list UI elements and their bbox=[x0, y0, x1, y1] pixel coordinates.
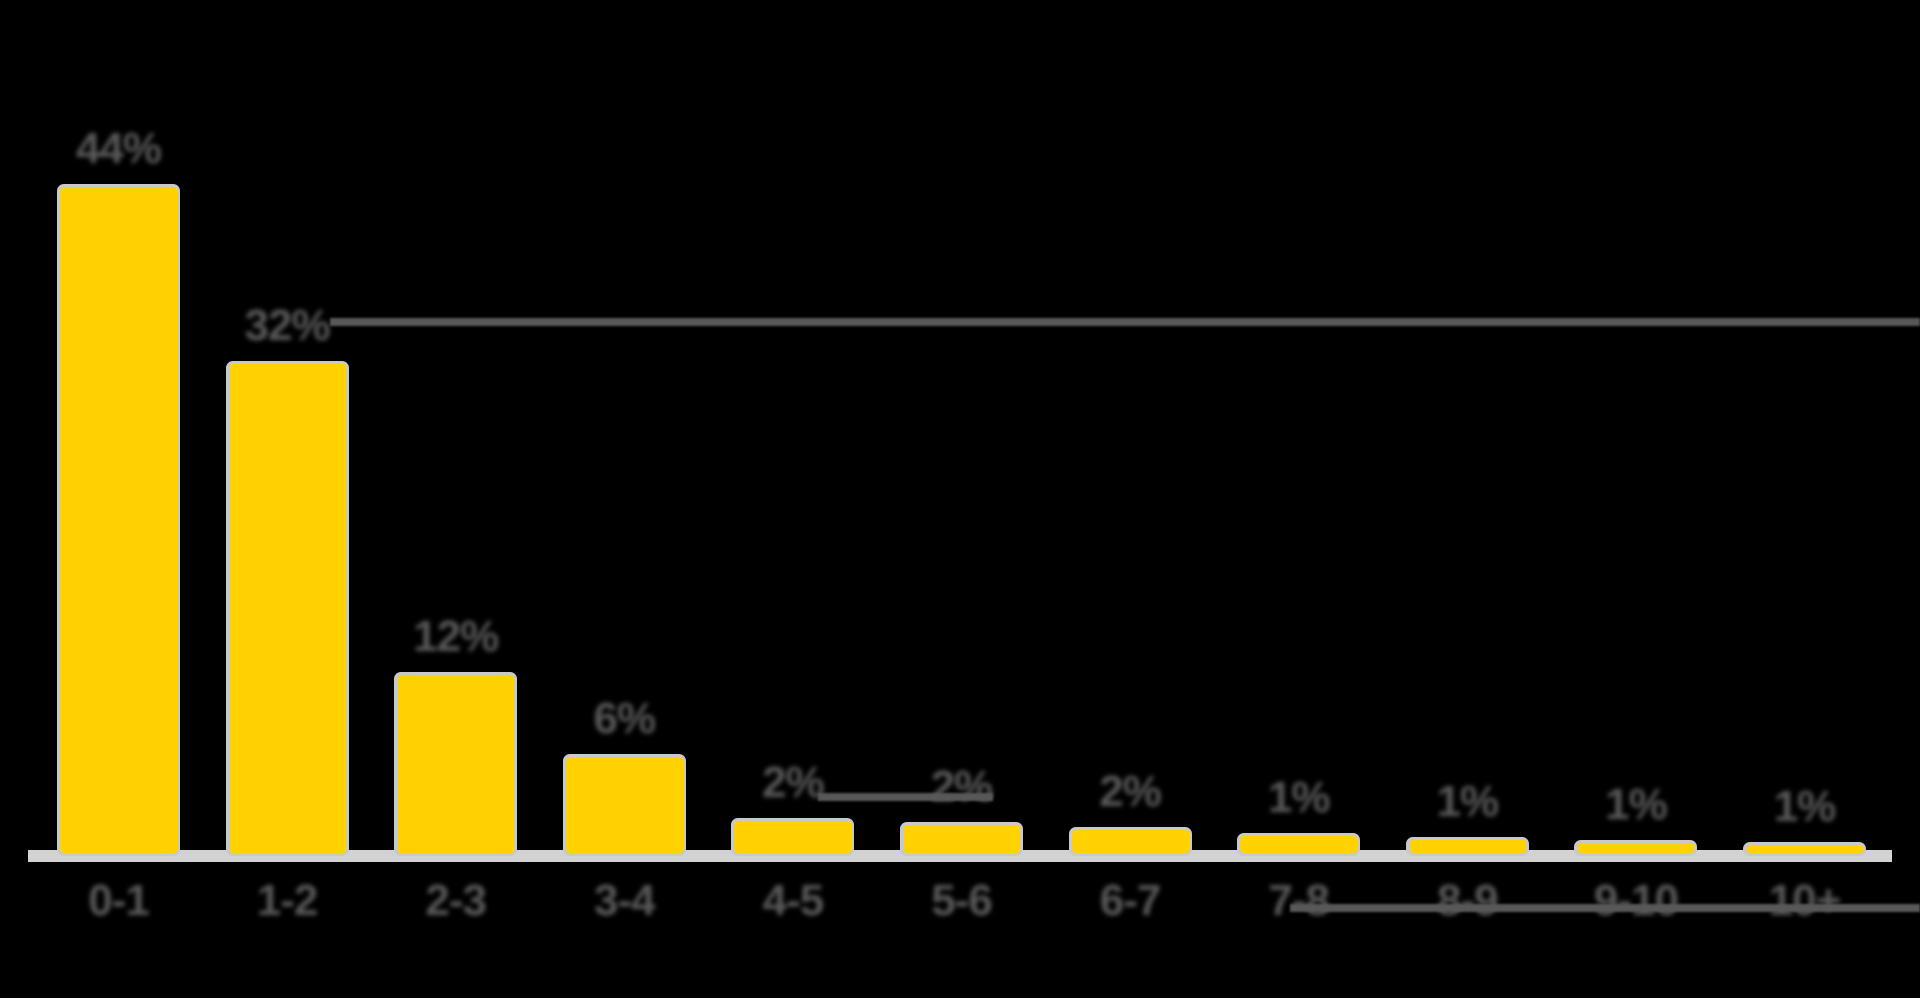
x-axis-label-10+: 10+ bbox=[1768, 876, 1842, 925]
bar-value-label-10+: 1% bbox=[1773, 782, 1837, 831]
x-axis-label-5-6: 5-6 bbox=[931, 876, 993, 925]
bar-value-label-9-10: 1% bbox=[1605, 780, 1668, 829]
bar-1-2 bbox=[225, 361, 349, 856]
bar-5-6 bbox=[900, 822, 1023, 856]
bar-value-label-1-2: 32% bbox=[244, 301, 331, 350]
bar-9-10 bbox=[1574, 840, 1698, 856]
bar-3-4 bbox=[562, 754, 686, 856]
bar-value-label-2-3: 12% bbox=[413, 612, 499, 661]
bar-value-label-7-8: 1% bbox=[1267, 773, 1331, 822]
bar-6-7 bbox=[1068, 827, 1192, 856]
bar-value-label-0-1: 44% bbox=[75, 124, 162, 173]
x-axis-label-0-1: 0-1 bbox=[88, 876, 150, 925]
bar-7-8 bbox=[1237, 833, 1361, 856]
x-axis-label-9-10: 9-10 bbox=[1593, 876, 1679, 925]
annotation-line-1 bbox=[330, 318, 1920, 326]
x-axis-label-6-7: 6-7 bbox=[1099, 876, 1162, 925]
x-axis-label-2-3: 2-3 bbox=[425, 876, 487, 925]
bar-4-5 bbox=[731, 818, 855, 856]
annotation-line-3 bbox=[1290, 904, 1920, 912]
x-axis-label-4-5: 4-5 bbox=[762, 876, 825, 925]
bar-10+ bbox=[1743, 842, 1866, 856]
bar-value-label-5-6: 2% bbox=[930, 762, 994, 811]
x-axis-label-7-8: 7-8 bbox=[1268, 876, 1330, 925]
bar-8-9 bbox=[1405, 837, 1529, 856]
bar-value-label-3-4: 6% bbox=[593, 694, 657, 743]
x-axis-label-1-2: 1-2 bbox=[256, 876, 319, 925]
x-axis-label-8-9: 8-9 bbox=[1437, 876, 1499, 925]
bar-value-label-4-5: 2% bbox=[762, 758, 825, 807]
bar-2-3 bbox=[394, 672, 518, 856]
bar-value-label-8-9: 1% bbox=[1436, 777, 1500, 826]
annotation-line-2 bbox=[818, 793, 993, 801]
bar-0-1 bbox=[57, 184, 180, 856]
x-axis-label-3-4: 3-4 bbox=[594, 876, 656, 925]
bar-value-label-6-7: 2% bbox=[1099, 767, 1162, 816]
